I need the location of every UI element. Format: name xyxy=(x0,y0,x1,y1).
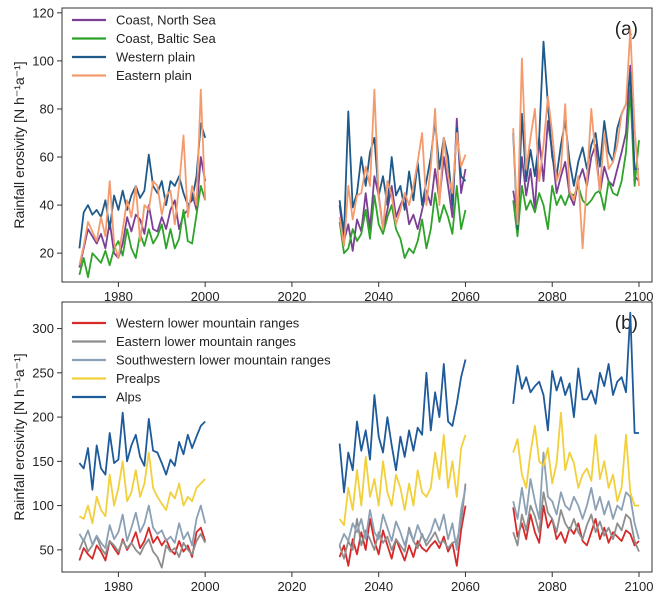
legend-label: Coast, Baltic Sea xyxy=(116,31,216,46)
series-eastern-lower-mountain-ranges xyxy=(78,483,640,569)
series-line xyxy=(512,40,639,231)
y-tick-label: 250 xyxy=(32,365,54,380)
legend-label: Western plain xyxy=(116,50,195,65)
series-southwestern-lower-mountain-ranges xyxy=(78,451,640,551)
y-tick-label: 100 xyxy=(32,53,54,68)
legend-label: Alps xyxy=(116,390,142,405)
y-tick-label: 200 xyxy=(32,410,54,425)
panel-label: (b) xyxy=(615,313,638,334)
y-tick-label: 80 xyxy=(40,101,54,116)
y-tick-label: 60 xyxy=(40,150,54,165)
legend: Western lower mountain ranges Eastern low… xyxy=(72,316,331,405)
series-line xyxy=(512,28,640,250)
x-tick-label: 2060 xyxy=(451,289,480,304)
series-line xyxy=(78,184,207,279)
legend: Coast, North Sea Coast, Baltic Sea Western… xyxy=(72,13,216,83)
series-line xyxy=(338,433,467,526)
series-line xyxy=(338,359,467,494)
series-alps xyxy=(78,311,639,494)
series-line xyxy=(512,491,640,552)
series-prealps xyxy=(78,411,639,526)
series-line xyxy=(338,88,467,247)
x-tick-label: 2080 xyxy=(538,289,567,304)
x-tick-label: 2040 xyxy=(364,579,393,592)
series-line xyxy=(78,526,207,562)
series-line xyxy=(78,411,206,491)
panel-label: (a) xyxy=(615,19,638,40)
x-tick-label: 2100 xyxy=(625,579,654,592)
panel-b: 1980 2000 2020 2040 2060 2080 2100 50 100 150 200 2… xyxy=(11,301,654,592)
series-line xyxy=(512,451,640,540)
x-tick-label: 2060 xyxy=(451,579,480,592)
x-tick-label: 2080 xyxy=(538,579,567,592)
y-tick-label: 300 xyxy=(32,321,54,336)
plot-frame xyxy=(61,301,653,573)
legend-label: Western lower mountain ranges xyxy=(116,316,300,331)
panel-a: 1980 2000 2020 2040 2060 2080 2100204060801001… xyxy=(11,5,653,304)
y-tick-label: 40 xyxy=(40,198,54,213)
x-tick-label: 2020 xyxy=(277,289,306,304)
series-line xyxy=(512,504,640,547)
legend-label: Prealps xyxy=(116,371,161,386)
series-line xyxy=(78,451,206,525)
series-line xyxy=(338,487,467,551)
x-tick-label: 2000 xyxy=(191,579,220,592)
y-tick-label: 120 xyxy=(32,5,54,20)
series-line xyxy=(338,184,467,259)
legend-label: Coast, North Sea xyxy=(116,13,216,28)
x-tick-label: 2040 xyxy=(364,289,393,304)
y-tick-label: 50 xyxy=(40,542,54,557)
legend-label: Southwestern lower mountain ranges xyxy=(116,353,331,368)
y-axis-title: Rainfall erosivity [N h⁻¹a⁻¹] xyxy=(11,353,27,520)
y-tick-label: 20 xyxy=(40,246,54,261)
series-line xyxy=(512,311,639,434)
x-tick-label: 2000 xyxy=(191,289,220,304)
series-line xyxy=(512,411,639,507)
series-line xyxy=(78,533,207,569)
x-tick-label: 1980 xyxy=(104,579,133,592)
series-eastern-plain xyxy=(78,28,640,266)
series-line xyxy=(338,483,467,560)
legend-label: Eastern lower mountain ranges xyxy=(116,334,296,349)
series-line xyxy=(512,64,640,219)
x-tick-label: 2100 xyxy=(625,289,654,304)
series-line xyxy=(78,88,207,266)
series-line xyxy=(78,122,207,249)
series-line xyxy=(78,504,207,549)
y-tick-label: 150 xyxy=(32,454,54,469)
x-tick-label: 2020 xyxy=(277,579,306,592)
plot-frame xyxy=(61,7,653,283)
y-tick-label: 100 xyxy=(32,498,54,513)
y-axis-title: Rainfall erosivity [N h⁻¹a⁻¹] xyxy=(11,61,27,228)
legend-label: Eastern plain xyxy=(116,68,192,83)
x-tick-label: 1980 xyxy=(104,289,133,304)
